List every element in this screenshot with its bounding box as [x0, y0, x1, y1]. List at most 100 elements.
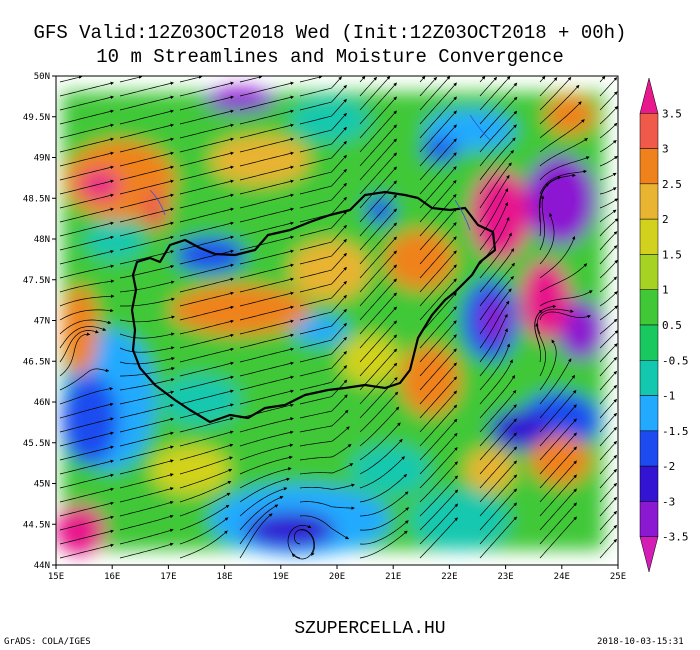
streamline: [179, 305, 234, 321]
streamline: [119, 357, 175, 365]
streamline: [599, 187, 617, 195]
streamline: [239, 455, 293, 475]
streamline: [359, 391, 399, 433]
streamline: [419, 489, 459, 531]
streamline: [599, 245, 618, 265]
streamline: [59, 294, 115, 307]
streamline: [599, 412, 617, 433]
lon-tick-label: 23E: [497, 572, 513, 582]
streamline: [239, 193, 294, 209]
streamline: [359, 507, 410, 531]
streamline: [359, 292, 397, 335]
streamline: [179, 263, 234, 279]
streamline: [239, 137, 294, 153]
streamline: [179, 165, 234, 181]
streamline: [119, 528, 174, 545]
streamline: [119, 473, 174, 489]
streamline: [419, 166, 457, 209]
river: [149, 189, 166, 216]
streamline: [119, 151, 174, 167]
streamline: [239, 76, 263, 83]
streamline: [179, 76, 203, 83]
streamline: [299, 308, 347, 335]
streamline: [479, 432, 517, 475]
lon-tick-label: 17E: [160, 572, 176, 582]
streamline: [59, 529, 114, 545]
colorbar-cap-bottom: [639, 536, 659, 573]
colorbar-label: -1.5: [662, 425, 689, 438]
streamline: [359, 222, 397, 265]
streamline: [239, 221, 294, 237]
streamline: [59, 179, 114, 195]
streamline: [419, 292, 457, 335]
streamline: [539, 488, 577, 531]
streamline: [59, 308, 114, 321]
streamline: [599, 155, 618, 167]
streamline: [239, 291, 294, 307]
streamline: [239, 375, 294, 391]
streamline: [534, 309, 543, 363]
streamline: [119, 235, 174, 251]
streamline: [299, 294, 347, 321]
streamline: [539, 446, 577, 489]
streamline: [419, 180, 457, 223]
streamline: [479, 460, 517, 503]
streamline: [239, 95, 294, 111]
streamline: [179, 179, 234, 195]
streamline: [599, 384, 617, 405]
lon-tick-label: 22E: [441, 572, 457, 582]
streamline: [359, 110, 397, 153]
colorbar-label: 1.5: [662, 248, 682, 261]
colorbar-label: 0.5: [662, 319, 682, 332]
streamline: [299, 126, 347, 153]
streamline: [419, 418, 458, 461]
streamline: [239, 347, 294, 363]
streamline: [599, 440, 617, 461]
streamline: [179, 123, 234, 139]
streamline: [419, 250, 457, 293]
streamline: [59, 76, 83, 83]
colorbar-segment: [639, 218, 659, 255]
lat-tick-label: 44.5N: [23, 520, 50, 530]
streamline: [599, 343, 618, 363]
streamline: [299, 112, 347, 139]
colorbar-segment: [639, 465, 659, 502]
streamline: [291, 529, 315, 560]
colorbar-cap-top: [639, 77, 659, 114]
streamline: [539, 76, 572, 111]
streamline: [359, 76, 366, 83]
streamline: [299, 463, 354, 475]
streamline: [299, 266, 347, 293]
streamline: [599, 538, 617, 559]
streamline: [599, 330, 618, 349]
streamline: [179, 81, 234, 97]
streamline: [419, 138, 457, 181]
streamline: [119, 500, 174, 517]
streamline: [59, 279, 115, 293]
streamline: [59, 431, 114, 447]
streamline: [359, 520, 409, 545]
streamline: [359, 208, 397, 251]
streamline: [239, 487, 288, 517]
streamline: [179, 319, 234, 335]
streamline: [59, 487, 114, 503]
streamline: [539, 311, 591, 321]
streamline: [419, 278, 457, 321]
chart-subtitle: 10 m Streamlines and Moisture Convergenc…: [96, 46, 564, 68]
streamline: [359, 377, 398, 419]
streamline: [419, 236, 457, 279]
streamline: [359, 152, 397, 195]
streamline: [293, 529, 315, 556]
streamline: [359, 124, 397, 167]
streamline: [359, 320, 397, 363]
streamline: [179, 492, 231, 517]
streamline: [119, 346, 175, 353]
lat-tick-label: 45N: [34, 480, 50, 490]
streamline: [419, 447, 458, 489]
lon-tick-label: 21E: [385, 572, 401, 582]
streamline: [539, 374, 576, 419]
streamline: [120, 297, 175, 307]
colorbar: 3.5 3 2.5 2 1.5 1 0.5 -0.5 -1 -1.5 -2 -3 -3.5: [639, 77, 689, 573]
streamline: [239, 495, 284, 531]
